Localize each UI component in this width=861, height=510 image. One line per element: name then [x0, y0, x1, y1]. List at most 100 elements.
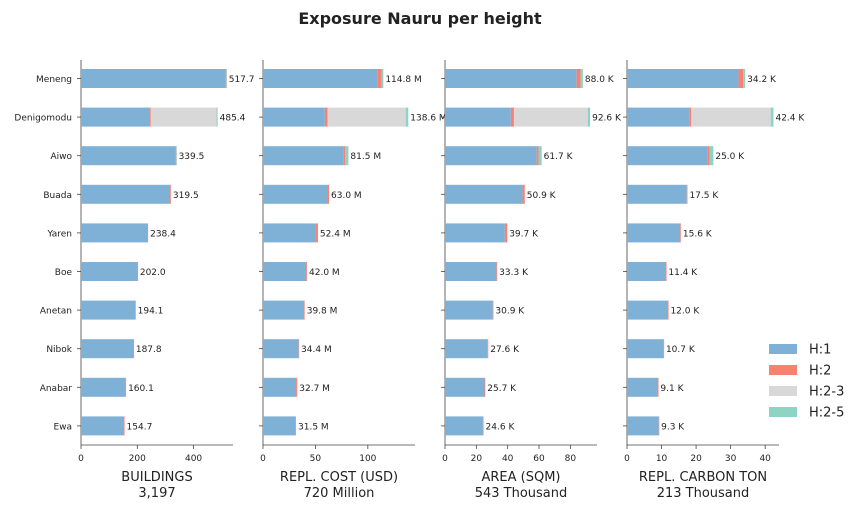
bar-segment [147, 223, 149, 243]
bar-segment [263, 223, 317, 243]
bar-segment [445, 146, 537, 166]
value-label: 88.0 K [585, 75, 615, 85]
x-axis-label: BUILDINGS [121, 470, 192, 485]
bar-segment [175, 146, 177, 166]
bar-segment [658, 377, 659, 397]
bar-segment [81, 262, 138, 281]
x-axis-label: REPL. CARBON TON [639, 470, 767, 485]
value-label: 34.4 M [301, 345, 332, 355]
x-tick-label: 0 [260, 454, 266, 464]
bar-segment [658, 416, 660, 436]
legend-swatch [769, 365, 797, 375]
x-tick-label: 400 [185, 454, 202, 464]
legend-swatch [769, 344, 797, 354]
value-label: 194.1 [138, 307, 164, 317]
value-label: 160.1 [128, 384, 154, 394]
bar-segment [263, 262, 307, 281]
bar-segment [81, 416, 125, 436]
value-label: 81.5 M [350, 152, 381, 162]
category-label: Meneng [36, 75, 72, 85]
category-label: Nibok [46, 345, 72, 355]
x-tick-label: 20 [690, 454, 702, 464]
x-tick-label: 80 [565, 454, 577, 464]
value-label: 12.0 K [670, 307, 700, 317]
bar-segment [345, 146, 349, 166]
bar-segment [627, 377, 659, 397]
bar-segment [770, 107, 774, 127]
bar-segment [263, 416, 296, 436]
value-label: 34.2 K [747, 75, 777, 85]
x-axis-label: AREA (SQM) [481, 470, 560, 485]
value-label: 31.5 M [298, 422, 329, 432]
bar-segment [627, 339, 664, 359]
value-label: 9.1 K [660, 384, 684, 394]
bar-segment [135, 300, 136, 320]
value-label: 187.8 [136, 345, 162, 355]
bar-segment [377, 69, 382, 88]
bar-segment [504, 223, 508, 243]
value-label: 24.6 K [486, 422, 516, 432]
bar-segment [124, 416, 125, 436]
category-label: Anabar [40, 384, 73, 394]
legend-swatch [769, 407, 797, 417]
bar-segment [445, 69, 577, 88]
value-label: 92.6 K [592, 114, 622, 124]
bar-segment [587, 107, 591, 127]
bar-segment [445, 223, 505, 243]
bar-segment [304, 300, 305, 320]
value-label: 339.5 [179, 152, 205, 162]
x-tick-label: 20 [471, 454, 483, 464]
bar-segment [510, 107, 514, 127]
bar-segment [709, 146, 714, 166]
bar-segment [81, 184, 171, 204]
bar-segment [743, 69, 746, 88]
bar-segment [327, 184, 330, 204]
bar-segment [81, 146, 176, 166]
x-tick-label: 40 [759, 454, 771, 464]
bar-segment [306, 262, 308, 281]
x-tick-label: 30 [725, 454, 737, 464]
value-label: 319.5 [173, 191, 199, 201]
bar-segment [484, 377, 486, 397]
x-tick-label: 40 [502, 454, 514, 464]
value-label: 517.7 [229, 75, 255, 85]
bar-segment [445, 184, 523, 204]
value-label: 52.4 M [320, 229, 351, 239]
panel-2: 0 20 40 60 80 AREA (SQM)543 Thousand 88.0 K 92.… [441, 60, 622, 501]
bar-segment [263, 69, 378, 88]
x-tick-label: 100 [359, 454, 376, 464]
bar-segment [445, 377, 485, 397]
value-label: 61.7 K [544, 152, 574, 162]
bar-segment [536, 146, 539, 166]
value-label: 27.6 K [490, 345, 520, 355]
x-axis-total: 3,197 [138, 486, 175, 501]
x-tick-label: 0 [442, 454, 448, 464]
x-tick-label: 0 [78, 454, 84, 464]
value-label: 39.7 K [509, 229, 539, 239]
bar-segment [482, 416, 484, 436]
bar-segment [125, 377, 127, 397]
bar-segment [445, 300, 493, 320]
value-label: 25.0 K [715, 152, 745, 162]
bar-segment [522, 184, 525, 204]
category-label: Yaren [46, 229, 72, 239]
bar-segment [81, 339, 134, 359]
bar-segment [343, 146, 346, 166]
bar-segment [680, 223, 681, 243]
x-tick-label: 60 [533, 454, 545, 464]
bar-segment [295, 416, 297, 436]
bar-segment [381, 69, 384, 88]
x-axis-total: 543 Thousand [475, 486, 568, 501]
bar-segment [627, 416, 659, 436]
value-label: 154.7 [127, 422, 153, 432]
bar-segment [686, 184, 688, 204]
bar-segment [298, 339, 300, 359]
bar-segment [133, 339, 135, 359]
bar-segment [627, 146, 708, 166]
bar-segment [738, 69, 744, 88]
bar-segment [225, 69, 227, 88]
panel-1: 0 50 100 REPL. COST (USD)720 Million 114.8 M… [259, 60, 447, 501]
